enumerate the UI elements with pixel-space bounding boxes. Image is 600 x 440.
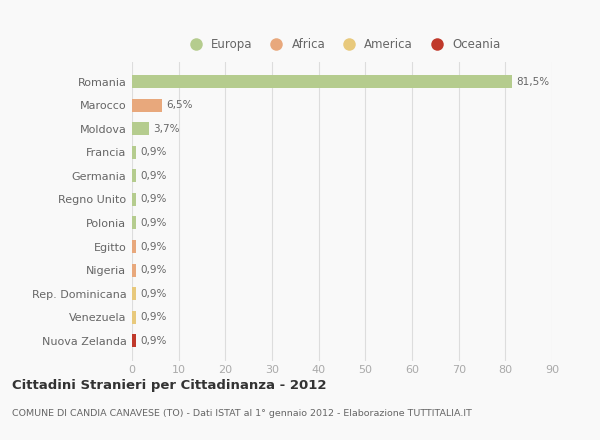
Text: 0,9%: 0,9% — [140, 194, 166, 205]
Bar — [132, 193, 136, 206]
Bar — [132, 264, 136, 277]
Text: Cittadini Stranieri per Cittadinanza - 2012: Cittadini Stranieri per Cittadinanza - 2… — [12, 379, 326, 392]
Text: 6,5%: 6,5% — [166, 100, 193, 110]
Text: 0,9%: 0,9% — [140, 265, 166, 275]
Text: 0,9%: 0,9% — [140, 218, 166, 228]
Text: COMUNE DI CANDIA CANAVESE (TO) - Dati ISTAT al 1° gennaio 2012 - Elaborazione TU: COMUNE DI CANDIA CANAVESE (TO) - Dati IS… — [12, 409, 472, 418]
Text: 0,9%: 0,9% — [140, 312, 166, 322]
Bar — [132, 99, 163, 112]
Bar — [132, 240, 136, 253]
Bar — [132, 146, 136, 159]
Text: 81,5%: 81,5% — [516, 77, 549, 87]
Text: 0,9%: 0,9% — [140, 171, 166, 181]
Text: 0,9%: 0,9% — [140, 147, 166, 158]
Bar — [132, 334, 136, 347]
Text: 0,9%: 0,9% — [140, 242, 166, 252]
Legend: Europa, Africa, America, Oceania: Europa, Africa, America, Oceania — [179, 33, 505, 55]
Bar — [132, 75, 512, 88]
Text: 0,9%: 0,9% — [140, 289, 166, 299]
Text: 0,9%: 0,9% — [140, 336, 166, 346]
Text: 3,7%: 3,7% — [153, 124, 179, 134]
Bar — [132, 216, 136, 229]
Bar — [132, 311, 136, 324]
Bar — [132, 287, 136, 300]
Bar — [132, 122, 149, 135]
Bar — [132, 169, 136, 182]
